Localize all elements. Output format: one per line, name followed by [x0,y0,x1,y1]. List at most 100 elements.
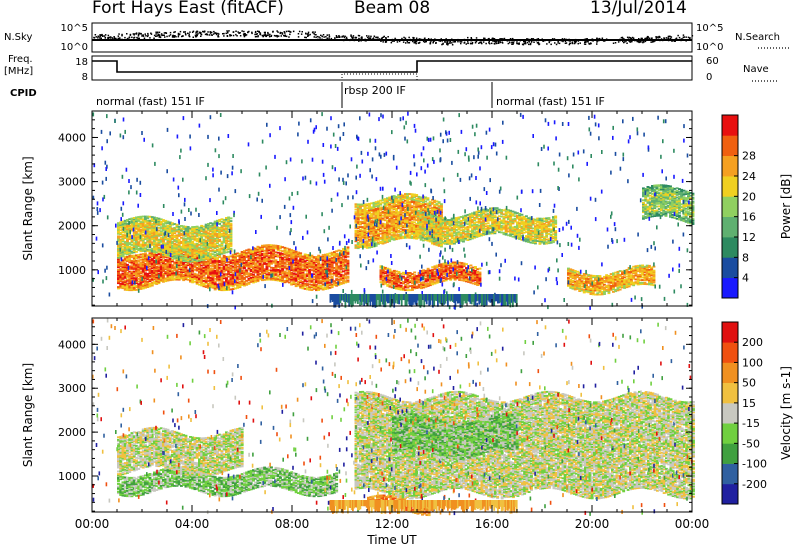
noise-point [157,32,159,34]
power-cell [230,248,233,250]
noise-point [354,37,356,39]
noise-point [274,35,276,37]
noise-point [161,35,163,37]
noise-point [196,34,198,36]
noise-point [226,30,228,32]
noise-point [590,43,592,45]
noise-point [508,43,510,45]
noise-point [467,37,469,39]
noise-point [509,42,511,44]
noise-point [642,41,644,43]
noise-point [114,38,116,40]
noise-point [112,37,114,39]
nave-series-line [92,74,692,80]
noise-point [173,32,175,33]
noise-point [139,38,141,40]
noise-point [233,31,235,33]
noise-point [530,43,532,45]
noise-point [200,36,202,38]
noise-point [578,43,580,45]
noise-point [197,33,199,35]
noise-point [206,33,208,35]
noise-point [519,42,521,44]
noise-point [647,37,649,39]
noise-point [151,33,153,35]
noise-point [209,34,211,36]
noise-point [290,31,292,33]
freq-series-line [92,61,692,72]
noise-point [489,43,491,45]
noise-point [651,37,653,39]
noise-point [351,37,353,39]
noise-point [159,32,161,33]
power-cell [178,239,181,241]
noise-point [309,34,311,36]
noise-point [683,34,685,36]
noise-point [659,36,661,38]
noise-point [320,35,322,37]
noise-point [277,36,279,38]
noise-point [188,35,190,37]
noise-point [286,36,288,38]
noise-point [449,41,451,43]
noise-point [613,43,615,45]
freq-panel-frame [92,56,692,80]
noise-point [663,37,665,39]
noise-point [263,34,265,36]
noise-point [312,31,314,33]
noise-point [336,35,338,37]
noise-point [337,36,339,38]
noise-point [385,37,387,39]
noise-point [528,44,530,46]
noise-point [344,36,346,38]
noise-point [204,31,206,33]
noise-point [459,41,461,43]
noise-point [315,34,317,36]
noise-point [138,35,140,37]
noise-point [483,38,485,40]
noise-point [602,38,604,40]
noise-point [615,42,617,44]
noise-point [524,43,526,45]
noise-point [589,43,591,45]
noise-point [226,33,228,35]
noise-point [223,35,225,37]
power-cell [144,252,147,254]
noise-point [531,41,533,43]
noise-point [145,33,147,35]
noise-point [481,43,483,45]
noise-point [160,37,162,39]
noise-point [301,33,303,35]
noise-point [494,43,496,45]
noise-point [217,33,219,35]
noise-point [237,31,239,33]
noise-point [288,36,290,38]
noise-point [166,33,168,35]
noise-point [222,33,224,35]
noise-point [500,42,502,44]
noise-point [99,34,101,36]
noise-point [409,42,411,44]
noise-point [213,31,215,33]
noise-point [323,34,325,36]
noise-point [255,32,256,33]
noise-point [170,34,172,36]
noise-point [99,37,101,39]
power-cell [331,276,334,278]
noise-point [268,35,270,37]
power-cell [128,234,131,236]
noise-point [527,42,529,44]
noise-point [281,35,283,37]
noise-point [470,43,472,45]
noise-point [491,43,493,45]
power-cell [230,220,233,222]
noise-point [452,44,454,46]
power-cell [299,252,302,254]
noise-point [314,31,316,33]
noise-point [637,41,639,43]
noise-point [685,36,687,38]
noise-point [569,43,571,45]
noise-point [623,42,625,44]
noise-point [407,42,409,44]
noise-point [246,34,248,36]
